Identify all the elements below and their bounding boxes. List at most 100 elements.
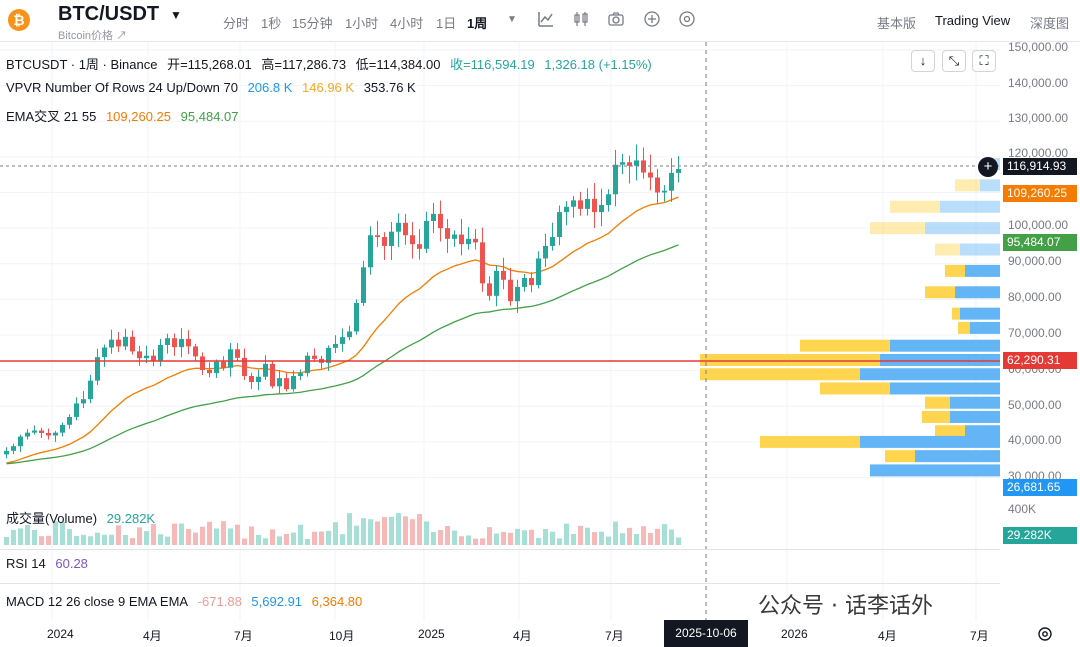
candle-body bbox=[459, 234, 464, 245]
chart-settings-icon[interactable] bbox=[1036, 625, 1054, 643]
volume-bar bbox=[193, 532, 198, 545]
volume-bar bbox=[557, 538, 562, 545]
vpvr-value-up: 206.8 K bbox=[247, 80, 293, 95]
time-tick: 10月 bbox=[329, 629, 355, 643]
vp-bar-up bbox=[890, 382, 1000, 395]
timeframe-more-icon[interactable]: ▼ bbox=[507, 14, 517, 25]
volume-bar bbox=[599, 531, 604, 545]
candle-body bbox=[81, 399, 86, 404]
vp-bar-up bbox=[965, 425, 1000, 438]
volume-bar bbox=[291, 532, 296, 545]
price-tick: 40,000.00 bbox=[1008, 433, 1062, 447]
volume-bar bbox=[487, 527, 492, 545]
collapse-icon[interactable]: ⤡ bbox=[942, 50, 966, 72]
candle-body bbox=[11, 446, 16, 451]
candle-body bbox=[172, 338, 177, 348]
ema-legend[interactable]: EMA交叉 21 55 109,260.25 95,484.07 bbox=[6, 106, 245, 125]
rsi-legend[interactable]: RSI 14 60.28 bbox=[6, 556, 94, 571]
view-tradingview-tab[interactable]: Trading View bbox=[935, 13, 1011, 28]
volume-legend[interactable]: 成交量(Volume) 29.282K bbox=[6, 508, 161, 527]
volume-bar bbox=[662, 524, 667, 545]
hline-price-badge[interactable]: 62,290.31 bbox=[1003, 352, 1077, 369]
ema55-value: 95,484.07 bbox=[180, 109, 239, 124]
add-alert-icon[interactable]: + bbox=[978, 157, 998, 177]
candle-body bbox=[410, 235, 415, 245]
time-tick: 4月 bbox=[878, 629, 897, 643]
timeframe-tab[interactable]: 15分钟 bbox=[292, 16, 333, 31]
candle-body bbox=[550, 237, 555, 246]
volume-bar bbox=[39, 536, 44, 545]
volume-bar bbox=[221, 521, 226, 545]
candle-body bbox=[263, 363, 268, 377]
volume-bar bbox=[375, 521, 380, 545]
candle-body bbox=[67, 416, 72, 425]
vp-low-badge: 26,681.65 bbox=[1003, 479, 1077, 496]
pair-title[interactable]: BTC/USDT bbox=[58, 3, 160, 25]
candle-body bbox=[438, 213, 443, 229]
view-basic-tab[interactable]: 基本版 bbox=[877, 16, 917, 31]
volume-bar bbox=[214, 528, 219, 545]
candle-body bbox=[326, 347, 331, 363]
volume-bar bbox=[284, 533, 289, 545]
volume-bar bbox=[592, 532, 597, 545]
timeframe-tab-active[interactable]: 1周 bbox=[467, 16, 488, 31]
scroll-down-icon[interactable]: ↓ bbox=[911, 50, 935, 72]
candle-body bbox=[53, 432, 58, 436]
price-tick: 90,000.00 bbox=[1008, 254, 1062, 268]
candle-body bbox=[235, 349, 240, 358]
macd-legend[interactable]: MACD 12 26 close 9 EMA EMA -671.88 5,692… bbox=[6, 594, 368, 609]
bitcoin-logo-icon: ₿ bbox=[8, 9, 30, 31]
volume-bar bbox=[200, 526, 205, 545]
add-indicator-icon[interactable] bbox=[642, 10, 662, 30]
time-tick: 4月 bbox=[143, 629, 162, 643]
vp-bar-down bbox=[925, 396, 950, 409]
price-tick: 70,000.00 bbox=[1008, 326, 1062, 340]
vp-bar-down bbox=[870, 222, 925, 235]
volume-bar bbox=[249, 526, 254, 545]
volume-bar bbox=[389, 516, 394, 545]
volume-bar bbox=[312, 531, 317, 545]
vpvr-legend[interactable]: VPVR Number Of Rows 24 Up/Down 70 206.8 … bbox=[6, 80, 422, 95]
timeframe-tab[interactable]: 分时 bbox=[223, 16, 250, 31]
volume-label: 成交量(Volume) bbox=[6, 511, 98, 526]
view-depth-tab[interactable]: 深度图 bbox=[1030, 16, 1070, 31]
caret-down-icon[interactable]: ▼ bbox=[170, 8, 182, 22]
timeframe-tab[interactable]: 1秒 bbox=[261, 16, 282, 31]
timeframe-tab[interactable]: 1小时 bbox=[345, 16, 379, 31]
indicator-chart-icon[interactable] bbox=[536, 10, 556, 30]
pane-divider[interactable] bbox=[0, 583, 1000, 584]
time-tick: 2026 bbox=[781, 627, 808, 641]
timeframe-tab[interactable]: 4小时 bbox=[390, 16, 424, 31]
volume-axis-tick: 400K bbox=[1008, 502, 1037, 516]
settings-icon[interactable] bbox=[677, 10, 697, 30]
vp-bar-down bbox=[922, 410, 950, 423]
ema55-line bbox=[6, 244, 679, 465]
camera-icon[interactable] bbox=[606, 10, 626, 30]
pair-subtitle-link[interactable]: Bitcoin价格 ↗ bbox=[58, 30, 128, 42]
vp-bar-up bbox=[960, 307, 1000, 320]
candle-body bbox=[669, 172, 674, 191]
vp-bar-up bbox=[860, 435, 1000, 448]
volume-bar bbox=[207, 521, 212, 545]
time-tick: 4月 bbox=[513, 629, 532, 643]
candles-type-icon[interactable] bbox=[571, 10, 591, 30]
fullscreen-icon[interactable]: ⛶ bbox=[972, 50, 996, 72]
pane-divider[interactable] bbox=[0, 549, 1000, 550]
vp-bar-up bbox=[980, 179, 1000, 192]
vp-bar-down bbox=[945, 264, 965, 277]
candle-body bbox=[158, 345, 163, 361]
volume-bar bbox=[445, 526, 450, 545]
candle-body bbox=[578, 200, 583, 209]
candle-body bbox=[340, 337, 345, 344]
volume-bar bbox=[347, 513, 352, 545]
candle-body bbox=[95, 357, 100, 381]
ema21-price-badge: 109,260.25 bbox=[1003, 185, 1077, 202]
volume-bar bbox=[319, 531, 324, 545]
candle-body bbox=[130, 336, 135, 352]
timeframe-tab[interactable]: 1日 bbox=[436, 16, 457, 31]
candle-body bbox=[417, 244, 422, 249]
ema21-value: 109,260.25 bbox=[105, 109, 172, 124]
price-chart[interactable] bbox=[0, 42, 1080, 647]
volume-bar bbox=[46, 535, 51, 545]
volume-bar bbox=[263, 538, 268, 545]
